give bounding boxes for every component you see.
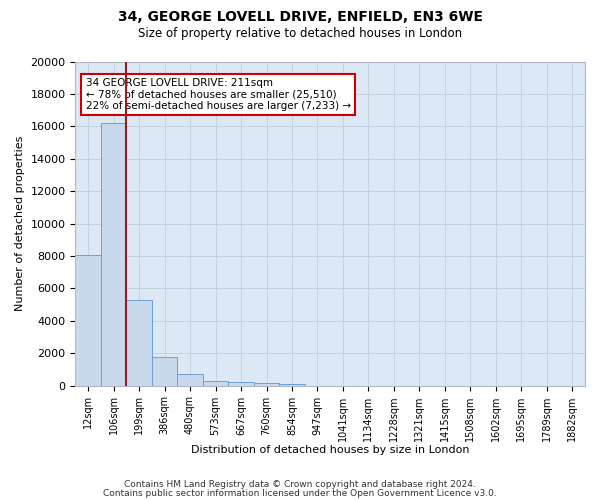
Bar (152, 358, 178, 386)
Bar (203, 380, 228, 386)
Text: 34, GEORGE LOVELL DRIVE, ENFIELD, EN3 6WE: 34, GEORGE LOVELL DRIVE, ENFIELD, EN3 6W… (118, 10, 482, 24)
Bar (178, 374, 203, 386)
Bar (76, 255, 101, 386)
X-axis label: Distribution of detached houses by size in London: Distribution of detached houses by size … (191, 445, 469, 455)
Text: 34 GEORGE LOVELL DRIVE: 211sqm
← 78% of detached houses are smaller (25,510)
22%: 34 GEORGE LOVELL DRIVE: 211sqm ← 78% of … (86, 78, 351, 111)
Bar (254, 383, 279, 386)
Bar (101, 123, 127, 386)
Text: Contains public sector information licensed under the Open Government Licence v3: Contains public sector information licen… (103, 488, 497, 498)
Text: Size of property relative to detached houses in London: Size of property relative to detached ho… (138, 28, 462, 40)
Bar (279, 384, 305, 386)
Bar (127, 300, 152, 386)
Text: Contains HM Land Registry data © Crown copyright and database right 2024.: Contains HM Land Registry data © Crown c… (124, 480, 476, 489)
Y-axis label: Number of detached properties: Number of detached properties (15, 136, 25, 311)
Bar (228, 382, 254, 386)
